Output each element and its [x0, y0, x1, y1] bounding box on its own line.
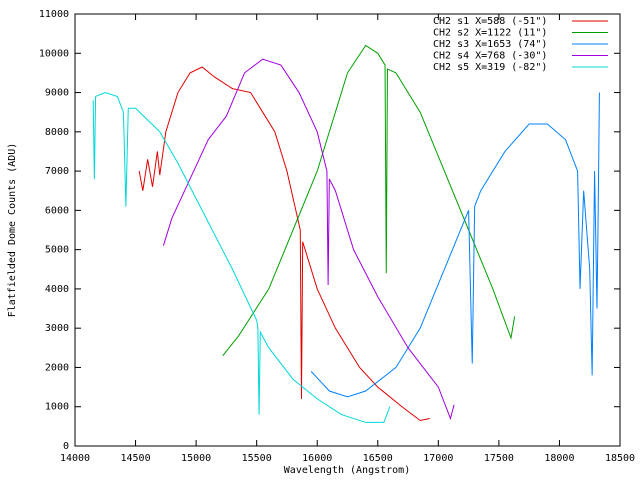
x-tick-label: 14000 [60, 453, 90, 464]
y-tick-label: 6000 [45, 205, 69, 216]
y-tick-label: 5000 [45, 245, 69, 256]
y-tick-label: 0 [63, 441, 69, 452]
x-axis-label: Wavelength (Angstrom) [284, 465, 410, 476]
y-tick-label: 4000 [45, 284, 69, 295]
legend-label: CH2 s2 X=1122 (11") [433, 28, 547, 39]
y-tick-label: 11000 [39, 9, 69, 20]
x-tick-label: 14500 [121, 453, 151, 464]
x-tick-label: 18500 [605, 453, 635, 464]
y-tick-label: 10000 [39, 48, 69, 59]
legend-label: CH2 s4 X=768 (-30") [433, 51, 547, 62]
y-tick-label: 1000 [45, 402, 69, 413]
y-tick-label: 3000 [45, 323, 69, 334]
x-tick-label: 18000 [544, 453, 574, 464]
y-tick-label: 7000 [45, 166, 69, 177]
series-line [92, 92, 391, 423]
plot-frame [74, 13, 621, 447]
series-line [138, 66, 430, 422]
series-line [310, 92, 600, 398]
y-tick-label: 8000 [45, 127, 69, 138]
x-tick-label: 16000 [302, 453, 332, 464]
x-tick-label: 17000 [423, 453, 453, 464]
x-tick-label: 15500 [242, 453, 272, 464]
legend-label: CH2 s1 X=588 (-51") [433, 16, 547, 27]
y-tick-label: 2000 [45, 362, 69, 373]
legend-label: CH2 s3 X=1653 (74") [433, 39, 547, 50]
x-tick-label: 15000 [181, 453, 211, 464]
x-tick-label: 17500 [484, 453, 514, 464]
y-axis-label: Flatfielded Dome Counts (ADU) [7, 143, 18, 318]
series-line [162, 58, 455, 421]
y-tick-label: 9000 [45, 88, 69, 99]
legend-label: CH2 s5 X=319 (-82") [433, 62, 547, 73]
x-tick-label: 16500 [363, 453, 393, 464]
